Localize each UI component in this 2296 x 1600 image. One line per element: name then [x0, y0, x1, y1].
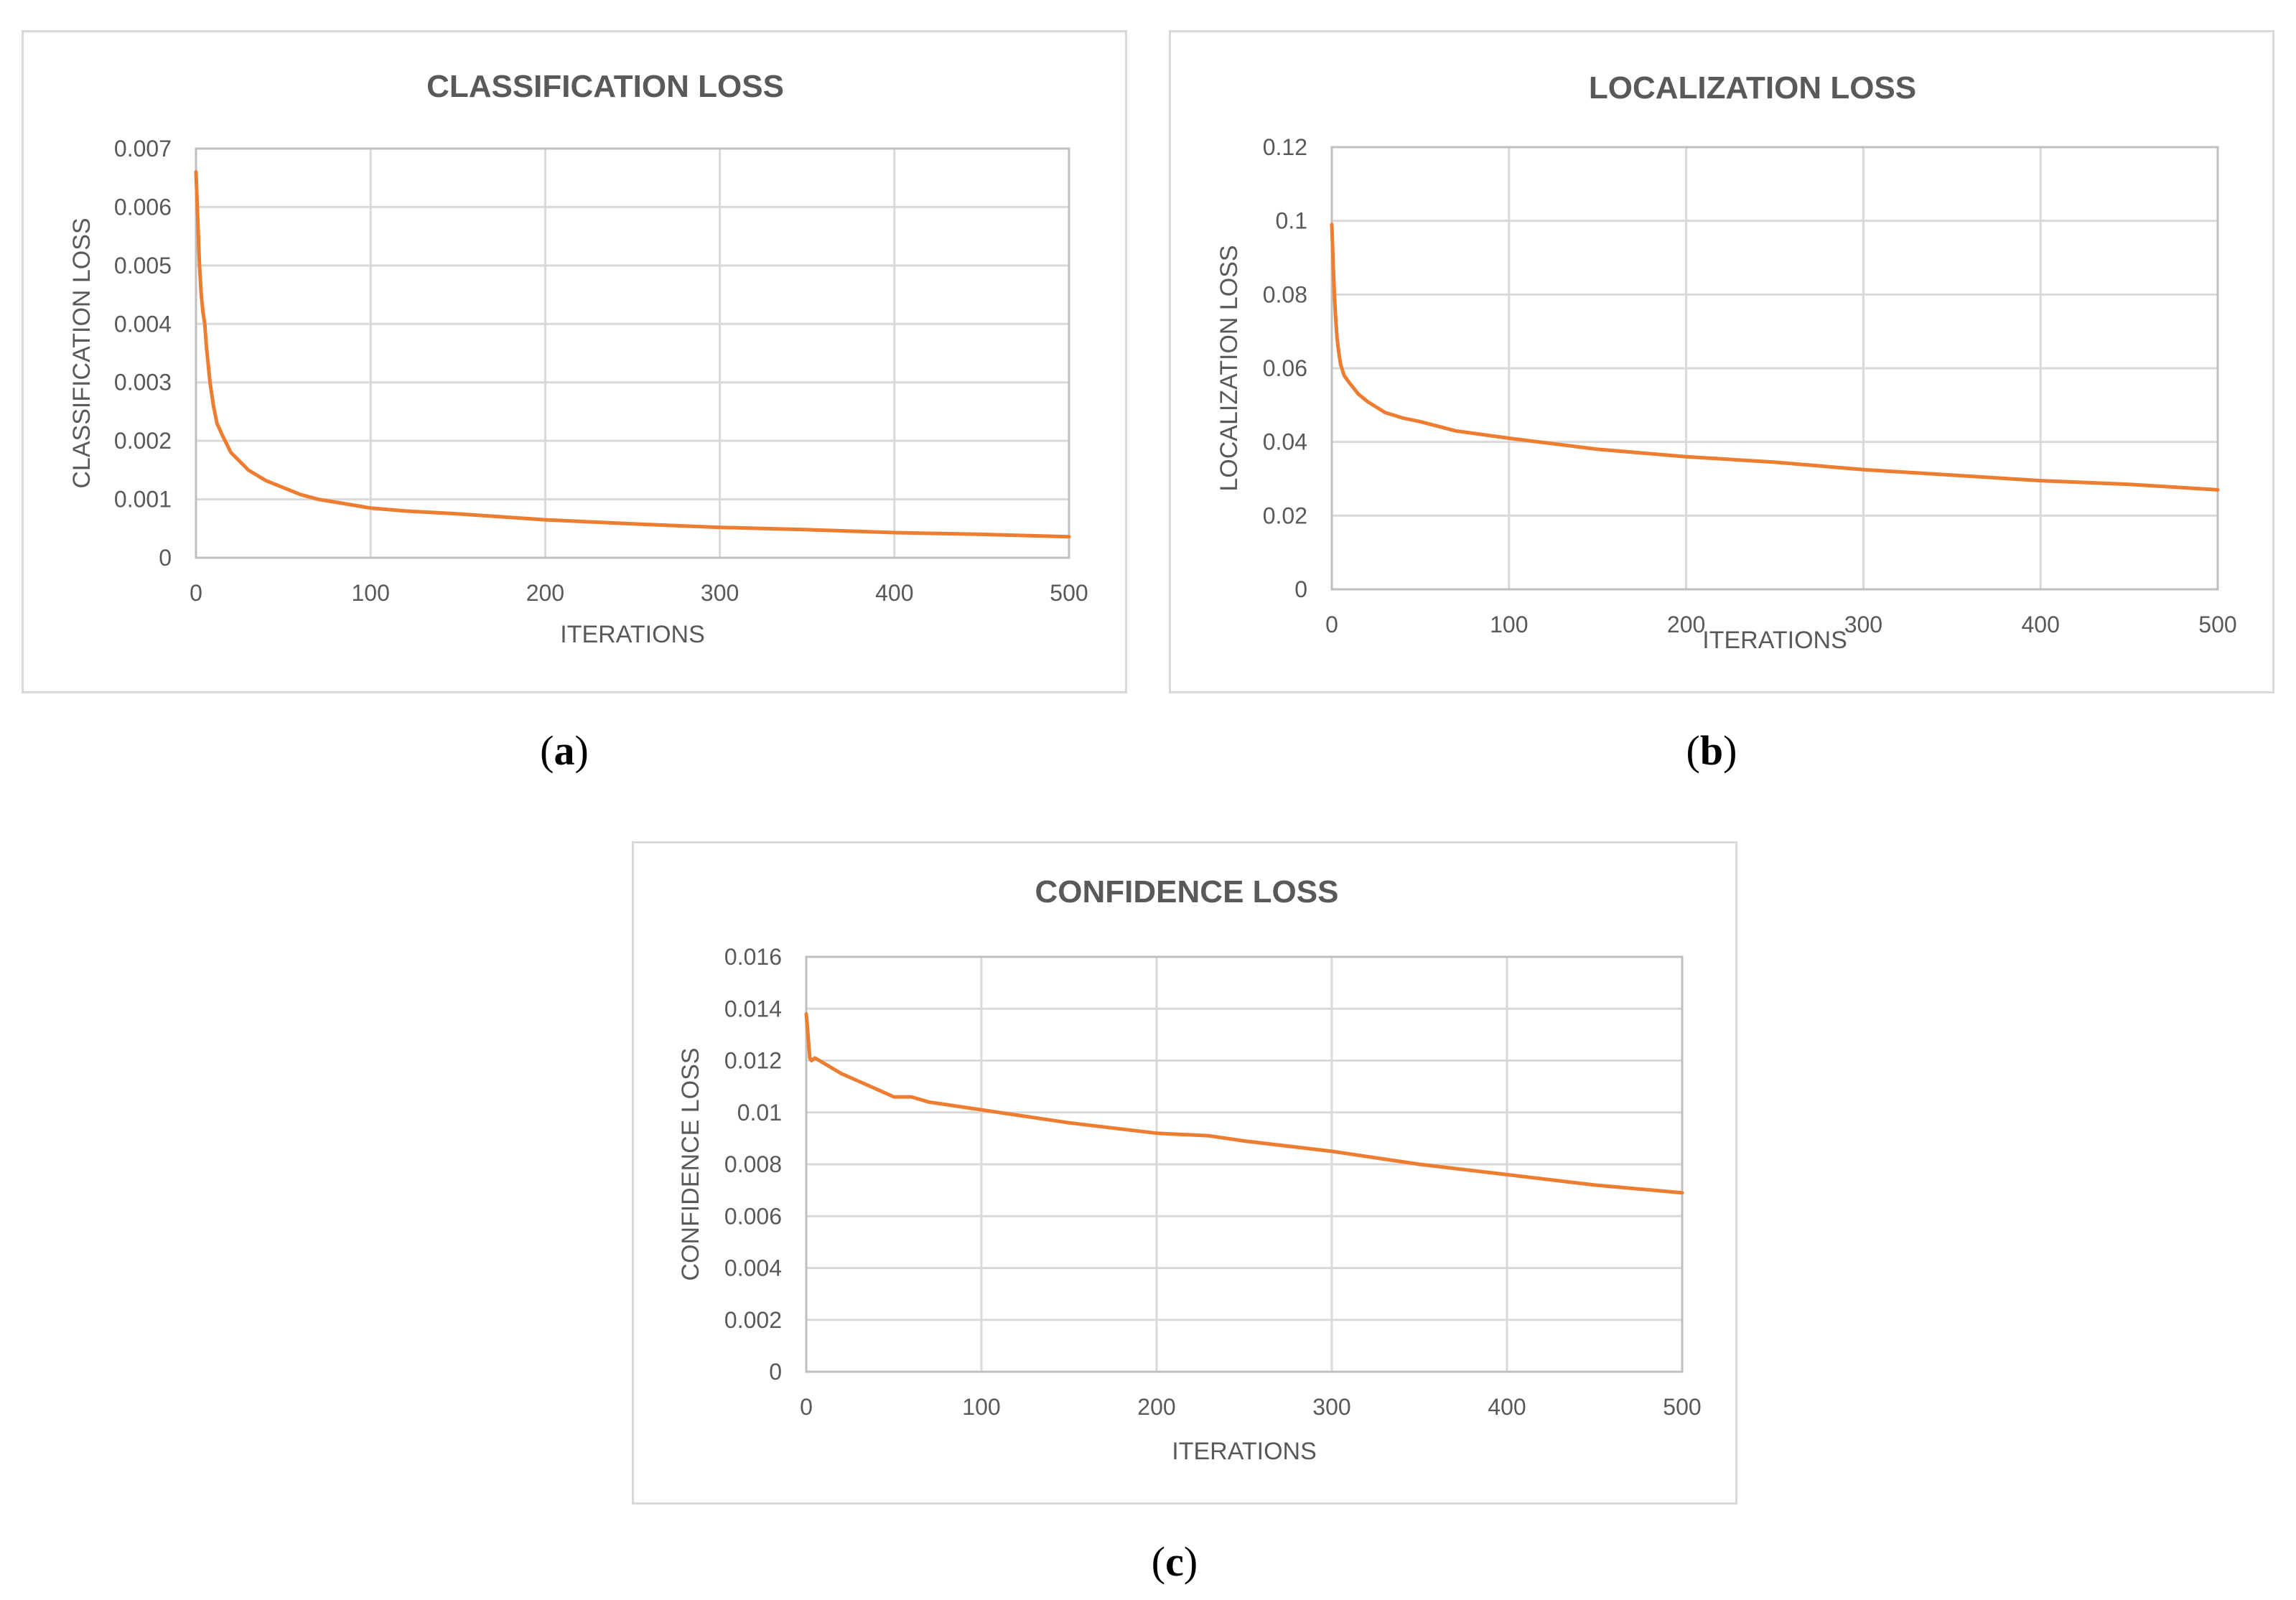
x-tick-label: 300 — [1844, 612, 1882, 637]
x-tick-label: 500 — [1663, 1394, 1701, 1420]
x-tick-label: 300 — [701, 580, 739, 606]
y-tick-label: 0.06 — [1263, 355, 1307, 381]
caption-letter: c — [1165, 1538, 1184, 1585]
y-tick-label: 0.1 — [1276, 208, 1307, 234]
y-axis-label: LOCALIZATION LOSS — [1215, 245, 1243, 491]
plot-area — [1330, 146, 2219, 591]
x-tick-label: 400 — [2022, 612, 2060, 637]
y-tick-label: 0 — [159, 545, 172, 571]
confidence-loss-chart: CONFIDENCE LOSS 0 0.002 0.004 0.006 0.008 0.01… — [677, 874, 1702, 1465]
caption-b: (b) — [1686, 727, 1737, 774]
series-line — [194, 170, 1071, 539]
y-tick-label: 0.006 — [114, 194, 172, 220]
y-tick-label: 0.003 — [114, 370, 172, 396]
y-tick-label: 0.008 — [724, 1151, 782, 1177]
y-tick-label: 0.001 — [114, 487, 172, 513]
y-axis-label: CONFIDENCE LOSS — [677, 1048, 704, 1281]
y-tick-label: 0.002 — [114, 428, 172, 454]
caption-a: (a) — [540, 727, 589, 774]
y-tick-label: 0.006 — [724, 1203, 782, 1229]
series-line — [804, 1012, 1684, 1195]
x-tick-label: 200 — [526, 580, 564, 606]
chart-title: LOCALIZATION LOSS — [1589, 70, 1916, 106]
caption-letter: a — [554, 727, 575, 774]
x-tick-label: 0 — [1325, 612, 1338, 637]
plot-area — [805, 955, 1684, 1373]
x-tick-label: 400 — [1488, 1394, 1526, 1420]
x-tick-label: 0 — [800, 1394, 813, 1420]
x-tick-label: 100 — [352, 580, 390, 606]
y-tick-label: 0 — [1294, 576, 1307, 602]
localization-loss-chart: LOCALIZATION LOSS 0 0.02 0.04 0.06 0.08 0.1 0.1… — [1215, 70, 2237, 654]
x-axis-label: ITERATIONS — [1172, 1438, 1317, 1465]
chart-title: CLASSIFICATION LOSS — [426, 69, 784, 104]
y-tick-label: 0.007 — [114, 136, 172, 162]
y-axis-label: CLASSIFICATION LOSS — [68, 217, 95, 488]
x-tick-label: 200 — [1137, 1394, 1175, 1420]
x-axis-label: ITERATIONS — [560, 621, 705, 648]
chart-panel-localization: LOCALIZATION LOSS 0 0.02 0.04 0.06 0.08 0.1 0.1… — [1169, 30, 2274, 693]
y-tick-label: 0.004 — [724, 1255, 782, 1281]
x-tick-label: 300 — [1312, 1394, 1350, 1420]
y-tick-label: 0.005 — [114, 253, 172, 279]
caption-letter: b — [1699, 727, 1724, 774]
y-tick-label: 0.002 — [724, 1307, 782, 1333]
y-tick-label: 0.04 — [1263, 429, 1307, 455]
y-tick-label: 0.08 — [1263, 281, 1307, 307]
plot-area — [195, 147, 1070, 559]
y-tick-label: 0.016 — [724, 944, 782, 970]
y-tick-label: 0 — [769, 1359, 782, 1385]
y-tick-label: 0.12 — [1263, 134, 1307, 160]
x-tick-label: 100 — [1490, 612, 1528, 637]
x-tick-label: 400 — [875, 580, 913, 606]
x-tick-label: 200 — [1667, 612, 1705, 637]
x-tick-label: 500 — [2198, 612, 2236, 637]
y-tick-label: 0.02 — [1263, 502, 1307, 528]
y-tick-label: 0.004 — [114, 311, 172, 337]
y-tick-label: 0.014 — [724, 996, 782, 1021]
x-tick-label: 100 — [962, 1394, 1000, 1420]
y-tick-label: 0.01 — [737, 1100, 782, 1126]
chart-panel-classification: CLASSIFICATION LOSS 0 0.001 0.002 0.003 0.004… — [22, 30, 1127, 693]
classification-loss-chart: CLASSIFICATION LOSS 0 0.001 0.002 0.003 0.004… — [68, 69, 1088, 648]
caption-c: (c) — [1151, 1538, 1198, 1585]
x-tick-label: 500 — [1050, 580, 1088, 606]
chart-panel-confidence: CONFIDENCE LOSS 0 0.002 0.004 0.006 0.008 0.01… — [632, 841, 1737, 1505]
y-tick-label: 0.012 — [724, 1048, 782, 1074]
x-tick-label: 0 — [190, 580, 202, 606]
chart-title: CONFIDENCE LOSS — [1035, 874, 1339, 909]
x-axis-label: ITERATIONS — [1702, 627, 1847, 654]
series-line — [1330, 223, 2220, 492]
